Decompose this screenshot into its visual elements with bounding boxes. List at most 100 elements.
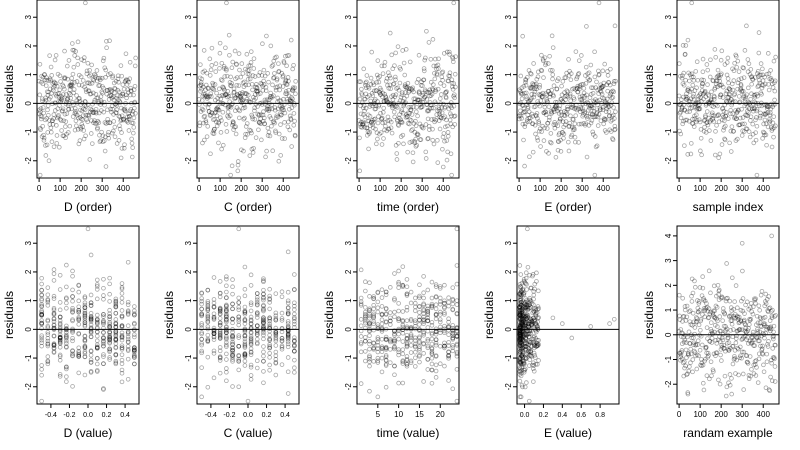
data-point xyxy=(249,146,255,152)
data-point xyxy=(359,91,364,96)
data-point xyxy=(81,106,86,112)
data-point xyxy=(434,66,439,72)
data-point xyxy=(596,72,602,78)
data-point xyxy=(277,103,283,109)
data-point xyxy=(371,359,376,364)
data-point xyxy=(562,94,568,99)
data-point xyxy=(126,128,132,133)
data-point xyxy=(400,309,406,314)
data-point xyxy=(270,119,276,125)
data-point xyxy=(263,102,268,107)
data-point xyxy=(412,364,418,369)
y-tick-label: -1 xyxy=(344,128,353,136)
data-point xyxy=(224,129,230,134)
x-tick-label: 15 xyxy=(415,410,424,419)
data-point xyxy=(382,119,388,125)
data-point xyxy=(404,93,410,99)
x-tick-label: 400 xyxy=(437,184,451,193)
data-point xyxy=(271,75,277,80)
data-point xyxy=(83,112,89,118)
data-point xyxy=(54,141,60,146)
data-point xyxy=(727,372,733,377)
data-point xyxy=(386,126,391,132)
data-point xyxy=(236,295,242,301)
data-point xyxy=(569,132,575,138)
data-point xyxy=(43,153,49,158)
data-point xyxy=(80,117,86,122)
data-point xyxy=(393,50,399,56)
data-point xyxy=(273,291,279,296)
data-point xyxy=(276,61,281,66)
data-point xyxy=(361,105,366,111)
data-point xyxy=(449,81,455,86)
data-point xyxy=(430,126,435,132)
data-point xyxy=(558,137,563,143)
data-point xyxy=(423,55,428,61)
data-point xyxy=(125,87,131,92)
data-point xyxy=(205,85,211,91)
data-point xyxy=(753,137,759,143)
data-point xyxy=(74,123,79,129)
data-point xyxy=(399,107,405,112)
data-point xyxy=(407,117,413,123)
data-point xyxy=(203,87,208,92)
data-point xyxy=(234,105,240,110)
data-point xyxy=(77,115,83,120)
y-tick-label: -1 xyxy=(344,354,353,362)
x-axis-label: E (value) xyxy=(544,426,592,440)
data-point xyxy=(263,88,269,94)
data-point xyxy=(271,93,276,99)
data-point xyxy=(388,347,393,352)
data-point xyxy=(273,130,278,135)
data-point xyxy=(388,125,394,131)
data-point xyxy=(415,131,420,137)
data-point xyxy=(269,106,275,112)
data-point xyxy=(724,261,729,266)
data-point xyxy=(401,103,406,109)
data-point xyxy=(547,115,552,120)
data-point xyxy=(267,351,272,356)
data-point xyxy=(292,370,297,375)
x-tick-label: 0.0 xyxy=(83,412,93,419)
data-point xyxy=(363,358,368,364)
data-point xyxy=(518,272,524,277)
plot-frame xyxy=(36,0,140,179)
data-point xyxy=(441,83,447,88)
data-point xyxy=(563,75,569,80)
data-point xyxy=(40,124,45,129)
data-point xyxy=(418,137,424,142)
y-axis-label: residuals xyxy=(322,291,336,339)
data-point xyxy=(215,96,220,101)
data-point xyxy=(88,91,94,97)
data-point xyxy=(690,290,696,296)
data-point xyxy=(413,123,419,129)
x-tick-label: -0.2 xyxy=(63,412,75,419)
data-point xyxy=(265,125,271,131)
data-point xyxy=(594,111,600,116)
data-point xyxy=(254,85,260,90)
data-point xyxy=(103,121,109,126)
y-tick-label: 0 xyxy=(664,332,673,337)
data-point xyxy=(398,134,404,139)
y-tick-label: -2 xyxy=(184,157,193,165)
data-point xyxy=(270,62,276,68)
data-point xyxy=(413,144,419,149)
data-point xyxy=(454,353,460,359)
data-point xyxy=(446,73,451,79)
data-point xyxy=(266,97,272,103)
data-point xyxy=(417,121,423,127)
x-tick-label: 0.4 xyxy=(280,412,290,419)
data-point xyxy=(242,293,248,299)
data-point xyxy=(357,96,363,102)
data-point xyxy=(546,151,551,156)
data-point xyxy=(361,66,367,72)
data-point xyxy=(396,347,401,352)
data-point xyxy=(93,73,98,78)
data-point xyxy=(96,83,101,88)
data-point xyxy=(359,125,365,130)
data-point xyxy=(582,110,588,116)
data-point xyxy=(419,123,425,129)
data-point xyxy=(358,267,364,273)
data-point xyxy=(697,119,703,125)
